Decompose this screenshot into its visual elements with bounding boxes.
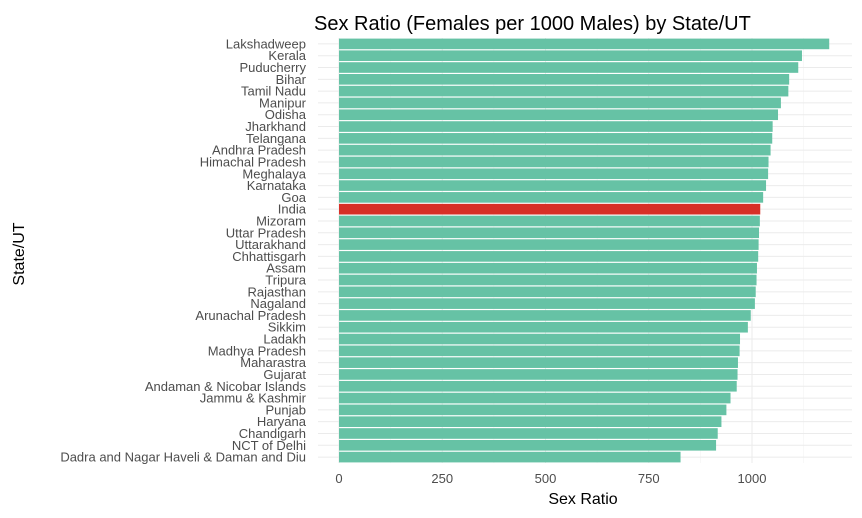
y-tick-label: Uttar Pradesh (226, 225, 306, 240)
y-tick-label: Jharkhand (245, 119, 306, 134)
bar-punjab (339, 404, 727, 416)
y-tick-label: Nagaland (250, 296, 306, 311)
bar-lakshadweep (339, 38, 830, 50)
y-tick-label: NCT of Delhi (232, 438, 306, 453)
bar-arunachal-pradesh (339, 310, 751, 321)
bar-india (339, 203, 761, 215)
bar-nct-of-delhi (339, 439, 717, 451)
x-tick-labels: 0 250 500 750 1000 (335, 471, 766, 486)
bar-karnataka (339, 180, 767, 191)
y-tick-label: India (278, 202, 307, 217)
bar-uttarakhand (339, 239, 759, 250)
bar-haryana (339, 416, 722, 427)
bar-goa (339, 192, 764, 203)
bar-tripura (339, 274, 757, 286)
y-tick-label: Assam (266, 261, 306, 276)
y-tick-label: Meghalaya (242, 166, 306, 181)
bar-kerala (339, 50, 802, 62)
y-tick-label: Sikkim (268, 320, 306, 335)
y-tick-label: Chhattisgarh (232, 249, 306, 264)
bar-chandigarh (339, 428, 718, 439)
bar-jharkhand (339, 121, 773, 132)
y-tick-label: Himachal Pradesh (200, 154, 306, 169)
x-tick-label: 1000 (738, 471, 767, 486)
bar-manipur (339, 97, 781, 109)
y-tick-label: Uttarakhand (235, 237, 306, 252)
bar-mizoram (339, 215, 760, 227)
y-tick-label: Goa (281, 190, 306, 205)
y-tick-label: Lakshadweep (226, 36, 306, 51)
y-tick-label: Karnataka (247, 178, 307, 193)
bar-andhra-pradesh (339, 144, 771, 156)
y-tick-label: Manipur (259, 95, 307, 110)
y-tick-label: Ladakh (263, 332, 306, 347)
y-tick-label: Jammu & Kashmir (200, 391, 307, 406)
y-tick-label: Tripura (265, 273, 306, 288)
y-tick-label: Mizoram (256, 213, 306, 228)
bar-puducherry (339, 62, 799, 73)
chart-title: Sex Ratio (Females per 1000 Males) by St… (314, 13, 751, 35)
bar-dadra-and-nagar-haveli-daman-and-diu (339, 451, 681, 463)
y-tick-label: Bihar (276, 72, 307, 87)
bar-madhya-pradesh (339, 345, 740, 357)
y-tick-label: Madhya Pradesh (208, 343, 306, 358)
bar-sikkim (339, 321, 748, 333)
bars (339, 38, 830, 463)
y-tick-label: Punjab (266, 402, 306, 417)
bar-jammu-kashmir (339, 392, 731, 404)
y-tick-label: Maharastra (240, 355, 307, 370)
bar-meghalaya (339, 168, 769, 180)
y-tick-label: Puducherry (240, 60, 307, 75)
bar-nagaland (339, 298, 755, 309)
y-tick-label: Tamil Nadu (241, 84, 306, 99)
x-tick-label: 0 (335, 471, 342, 486)
bar-maharastra (339, 357, 738, 368)
y-tick-label: Haryana (257, 414, 307, 429)
x-axis-title: Sex Ratio (548, 491, 617, 508)
x-tick-label: 250 (431, 471, 453, 486)
y-tick-label: Odisha (265, 107, 307, 122)
bar-uttar-pradesh (339, 227, 760, 239)
y-tick-label: Arunachal Pradesh (195, 308, 306, 323)
bar-ladakh (339, 333, 741, 345)
bar-assam (339, 262, 757, 274)
bar-himachal-pradesh (339, 156, 769, 168)
y-tick-label: Andhra Pradesh (212, 143, 306, 158)
y-axis-title: State/UT (11, 222, 28, 285)
bar-odisha (339, 109, 779, 121)
bar-chhattisgarh (339, 251, 759, 262)
y-tick-label: Kerala (268, 48, 306, 63)
bar-telangana (339, 133, 773, 144)
y-tick-label: Dadra and Nagar Haveli & Daman and Diu (60, 450, 306, 465)
x-tick-label: 750 (638, 471, 660, 486)
bar-rajasthan (339, 286, 756, 298)
y-tick-label: Telangana (246, 131, 307, 146)
bar-bihar (339, 74, 790, 85)
y-tick-label: Andaman & Nicobar Islands (145, 379, 307, 394)
y-tick-label: Rajasthan (247, 284, 306, 299)
y-tick-label: Chandigarh (239, 426, 306, 441)
bar-gujarat (339, 369, 738, 380)
bar-andaman-nicobar-islands (339, 380, 737, 392)
y-tick-label: Gujarat (263, 367, 306, 382)
x-tick-label: 500 (535, 471, 557, 486)
bar-tamil-nadu (339, 85, 789, 97)
